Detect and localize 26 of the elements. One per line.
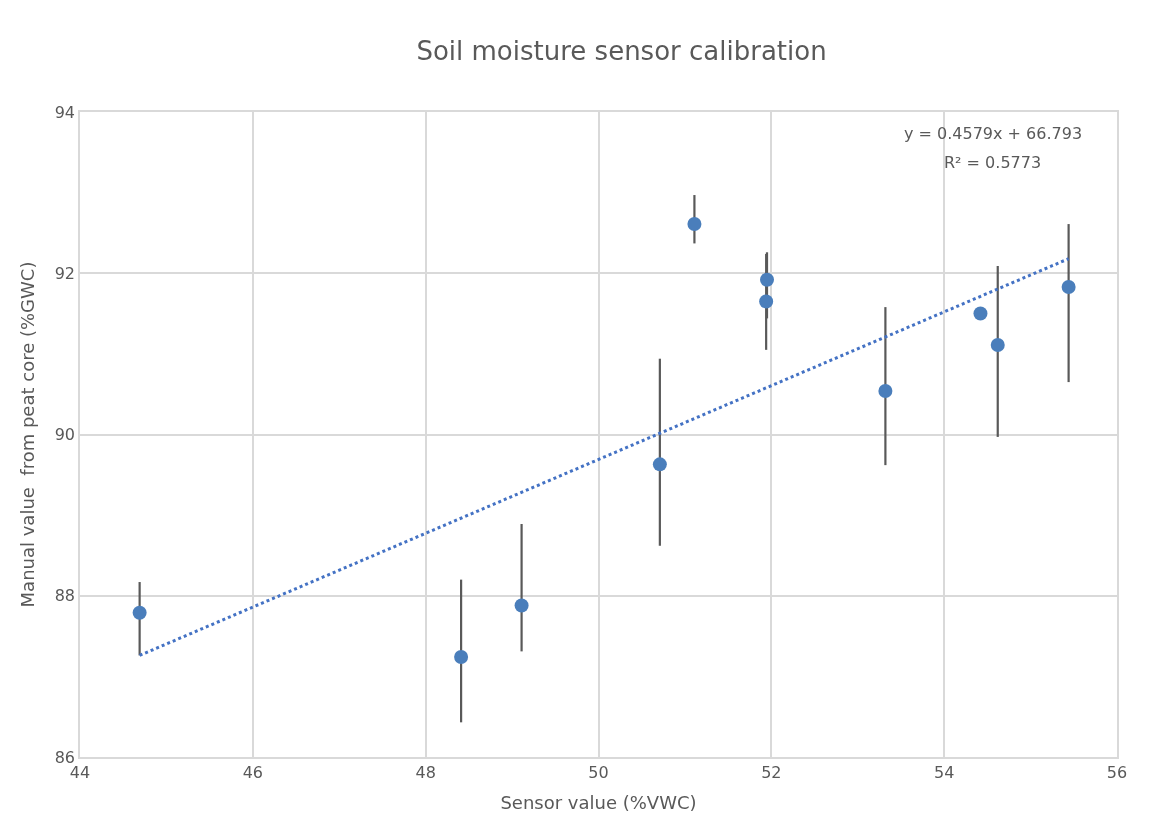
point — [990, 338, 1005, 352]
point — [687, 217, 702, 232]
annotation: R² = 0.5773 — [944, 153, 1042, 172]
y-tick-label: 94 — [54, 102, 76, 122]
point — [514, 598, 529, 613]
x-tick-label: 46 — [242, 762, 264, 782]
point — [132, 605, 147, 620]
y-axis-title: Manual value from peat core (%GWC) — [17, 261, 39, 608]
point — [652, 457, 667, 472]
point — [1061, 279, 1076, 294]
x-tick-label: 54 — [933, 762, 955, 782]
x-tick-label: 52 — [761, 762, 782, 782]
x-tick-label: 56 — [1106, 762, 1128, 782]
y-tick-label: 88 — [54, 586, 76, 606]
y-tick-label: 90 — [54, 425, 76, 445]
x-tick-label: 50 — [588, 762, 609, 782]
point — [759, 294, 774, 309]
x-axis-title: Sensor value (%VWC) — [500, 791, 697, 813]
point — [760, 272, 775, 287]
y-tick-label: 92 — [54, 263, 76, 283]
point — [878, 383, 893, 398]
annotation: y = 0.4579x + 66.793 — [904, 124, 1083, 143]
x-tick-label: 48 — [415, 762, 436, 782]
point — [973, 306, 988, 321]
chart-title: Soil moisture sensor calibration — [416, 36, 827, 67]
point — [454, 650, 469, 665]
